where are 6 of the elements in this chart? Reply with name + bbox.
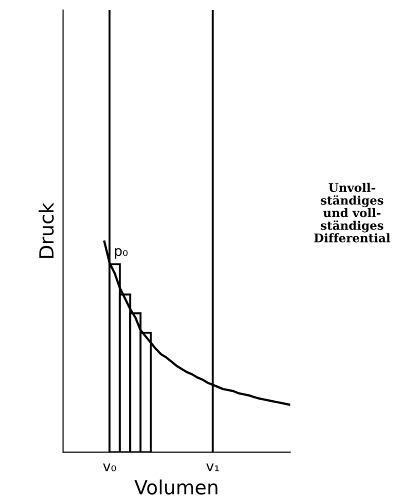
annotation: p₀ (114, 248, 128, 259)
x-tick-label: v₀ (103, 463, 116, 472)
x-axis-title: Volumen (134, 480, 218, 495)
y-axis-title: Druck (38, 202, 54, 258)
text: Unvoll- ständiges und voll- ständiges Differential (314, 182, 390, 242)
x-tick-label: v₁ (206, 463, 219, 472)
